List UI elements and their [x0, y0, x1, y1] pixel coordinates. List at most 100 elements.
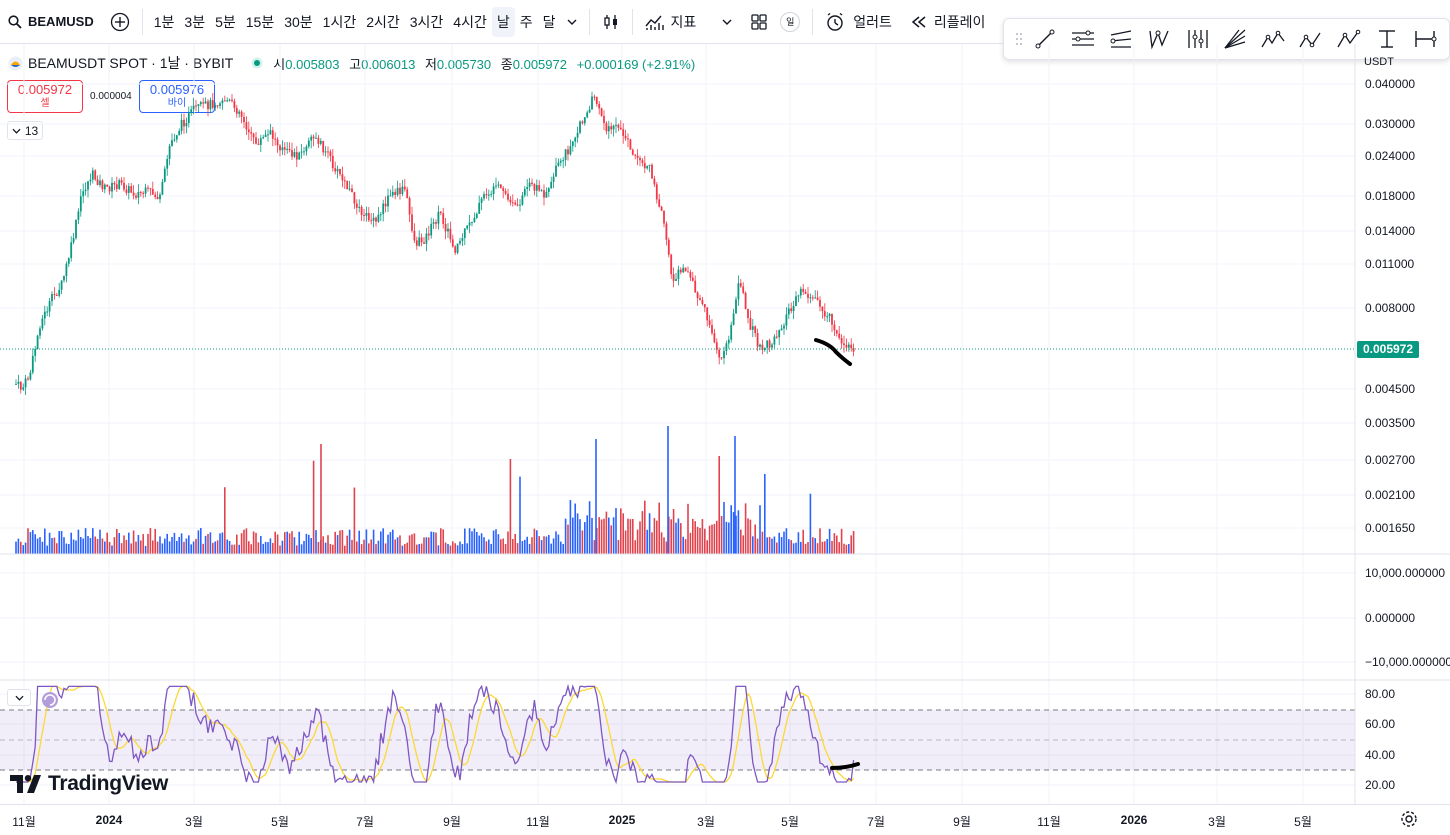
drag-handle-icon[interactable]: [1012, 23, 1026, 55]
compare-symbol-button[interactable]: [104, 7, 136, 37]
volume-bar: [346, 535, 348, 554]
volume-bar: [756, 538, 759, 554]
volume-bar: [478, 535, 480, 554]
candle-body: [91, 170, 94, 180]
horizontal-lines-icon[interactable]: [1064, 23, 1102, 55]
timeframe-option[interactable]: 15분: [245, 13, 275, 30]
settings-gear-icon[interactable]: [1400, 810, 1418, 828]
candle-body: [199, 102, 202, 105]
replay-button[interactable]: 리플레이: [904, 7, 992, 37]
timeframe-option[interactable]: 4시간: [453, 13, 487, 30]
trend-line-icon[interactable]: [1026, 23, 1064, 55]
chart-canvas[interactable]: [0, 44, 1450, 804]
candle-body: [713, 333, 716, 343]
volume-bar: [387, 534, 389, 554]
timeframe-option[interactable]: 1분: [153, 13, 175, 30]
fan-icon[interactable]: [1216, 23, 1254, 55]
low-value: 0.005730: [436, 56, 492, 72]
volume-bar: [413, 533, 416, 554]
timeframe-dropdown[interactable]: [561, 7, 583, 37]
candle-body: [451, 239, 454, 247]
volume-bar: [63, 537, 65, 554]
volume-bar: [833, 533, 836, 554]
volume-bar: [533, 528, 536, 554]
timeframe-option[interactable]: 날: [491, 6, 515, 37]
volume-bar: [632, 518, 634, 554]
pitchfork-icon[interactable]: [1140, 23, 1178, 55]
timeframe-option[interactable]: 5분: [215, 13, 236, 30]
price-axis-label: 0.011000: [1365, 257, 1415, 271]
timeframe-option[interactable]: 3시간: [409, 13, 444, 30]
indicators-dropdown[interactable]: [716, 7, 738, 37]
hand-drawn-mark: [814, 338, 852, 366]
rsi-axis-label: 80.00: [1365, 687, 1396, 701]
timeframe-option[interactable]: 주: [519, 13, 533, 30]
rsi-pane[interactable]: [0, 683, 1355, 785]
timeframe-option[interactable]: 3분: [184, 13, 206, 30]
candle-body: [581, 121, 584, 124]
rsi-refresh-icon[interactable]: [42, 692, 58, 708]
candle-body: [120, 180, 123, 183]
volume-bar: [406, 542, 408, 554]
candle-body: [187, 112, 190, 123]
candle-body: [348, 188, 351, 190]
candle-body: [219, 103, 221, 106]
volume-bar: [627, 518, 629, 554]
timeframe-option[interactable]: 1시간: [322, 13, 357, 30]
candle-body: [269, 130, 272, 135]
candle-body: [790, 308, 793, 312]
symbol-search[interactable]: BEAMUSD: [0, 7, 100, 37]
timeframe-option[interactable]: 2시간: [366, 13, 400, 30]
candle-body: [72, 238, 75, 243]
volume-bar: [485, 541, 488, 554]
volume-bar: [759, 505, 761, 554]
tradingview-logo[interactable]: TradingView: [10, 772, 168, 796]
chart-type-button[interactable]: [596, 7, 626, 37]
rsi-ma-line: [16, 685, 855, 783]
indicators-collapse-button[interactable]: 13: [7, 121, 43, 140]
indicators-button[interactable]: 지표: [639, 7, 703, 37]
candle-body: [15, 383, 17, 385]
volume-bar: [797, 532, 800, 554]
volume-bar: [656, 520, 658, 554]
templates-button[interactable]: [744, 7, 774, 37]
measure-range-icon[interactable]: [1406, 23, 1444, 55]
rsi-collapse-button[interactable]: [7, 689, 31, 706]
volume-bar: [471, 531, 473, 554]
candle-body: [658, 199, 661, 207]
rsi-axis-label: 60.00: [1365, 717, 1396, 731]
alert-button[interactable]: 얼러트: [819, 7, 898, 37]
add-circle-icon: [110, 12, 130, 32]
gann-icon[interactable]: [1178, 23, 1216, 55]
candle-body: [403, 186, 406, 190]
candle-body: [444, 223, 447, 232]
candle-body: [583, 117, 586, 124]
candle-body: [281, 147, 284, 151]
candle-body: [739, 283, 742, 287]
time-axis-label: 2024: [95, 813, 123, 827]
volume-bar: [776, 542, 778, 554]
candles-icon: [602, 13, 620, 31]
text-tool-icon[interactable]: [1368, 23, 1406, 55]
price-pane[interactable]: [0, 91, 1355, 554]
timeframe-option[interactable]: 30분: [284, 13, 313, 30]
session-badge[interactable]: 일: [774, 7, 806, 37]
candle-body: [228, 99, 231, 101]
time-axis-label: 7월: [356, 815, 374, 829]
volume-bar: [308, 534, 310, 554]
abcd-pattern-icon[interactable]: [1292, 23, 1330, 55]
candle-body: [307, 140, 310, 147]
elliott-wave-icon[interactable]: [1254, 23, 1292, 55]
time-axis[interactable]: 11월 2024 3월 5월 7월 9월 11월 2025 3월 5월 7월 9월 11월 2026 3월 5…: [0, 804, 1450, 834]
volume-bar: [550, 543, 552, 554]
legend-title[interactable]: BEAMUSDT SPOT · 1날 · BYBIT: [28, 55, 234, 71]
fib-channel-icon[interactable]: [1102, 23, 1140, 55]
volume-bar: [224, 487, 226, 554]
market-open-dot-icon: [251, 57, 263, 69]
timeframe-option[interactable]: 달: [542, 13, 556, 30]
buy-button[interactable]: 0.005976 바이: [139, 80, 215, 113]
candle-body: [101, 180, 104, 190]
sell-button[interactable]: 0.005972 셀: [7, 80, 83, 113]
volume-bar: [514, 533, 516, 554]
xabcd-pattern-icon[interactable]: [1330, 23, 1368, 55]
